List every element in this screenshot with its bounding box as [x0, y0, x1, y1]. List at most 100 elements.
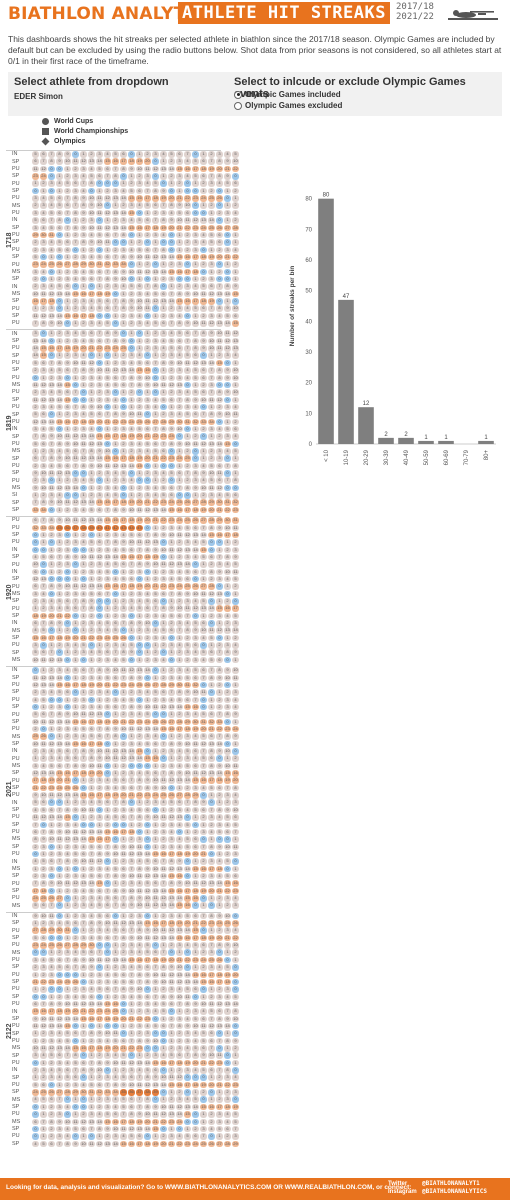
shot-cell[interactable]: 15	[152, 1125, 159, 1133]
shot-cell[interactable]: 13	[40, 681, 47, 689]
shot-cell[interactable]: 5	[56, 689, 63, 696]
shot-cell[interactable]: 3	[104, 575, 111, 583]
shot-cell[interactable]: 1	[120, 389, 127, 396]
shot-cell[interactable]: 14	[48, 418, 55, 426]
shot-cell[interactable]: 14	[176, 895, 183, 902]
shot-cell[interactable]: 0	[144, 1133, 151, 1140]
shot-cell[interactable]: 12	[104, 956, 111, 964]
shot-cell[interactable]: 2	[40, 1074, 47, 1081]
shot-cell[interactable]: 1	[32, 448, 39, 455]
shot-cell[interactable]: 7	[104, 733, 111, 740]
shot-cell[interactable]: 7	[48, 902, 55, 909]
shot-cell[interactable]: 5	[192, 305, 199, 312]
shot-cell[interactable]: 11	[216, 345, 223, 352]
shot-cell[interactable]: 12	[232, 330, 239, 337]
shot-cell[interactable]: 2	[160, 411, 167, 418]
shot-cell[interactable]: 6	[192, 748, 199, 755]
shot-cell[interactable]: 4	[152, 484, 159, 492]
shot-cell[interactable]: 4	[176, 411, 183, 418]
shot-cell[interactable]: 20	[80, 345, 87, 352]
shot-cell[interactable]: 6	[184, 209, 191, 217]
shot-cell[interactable]: 7	[224, 477, 231, 484]
shot-cell[interactable]: 14	[160, 268, 167, 276]
shot-cell[interactable]: 0	[152, 667, 159, 674]
shot-cell[interactable]: 12	[144, 872, 151, 880]
shot-cell[interactable]: 1	[136, 470, 143, 477]
shot-cell[interactable]: 2	[48, 1111, 55, 1118]
shot-cell[interactable]: 1	[80, 1133, 87, 1140]
shot-cell[interactable]: 6	[144, 359, 151, 367]
shot-cell[interactable]: 13	[176, 971, 183, 978]
shot-cell[interactable]: 24	[144, 718, 151, 726]
shot-cell[interactable]: 3	[48, 448, 55, 455]
shot-cell[interactable]: 1	[56, 590, 63, 598]
shot-cell[interactable]: 2	[128, 836, 135, 843]
shot-cell[interactable]: 8	[48, 1118, 55, 1125]
shot-cell[interactable]: 5	[168, 612, 175, 620]
shot-cell[interactable]: 2	[168, 305, 175, 312]
shot-cell[interactable]: 10	[128, 887, 135, 895]
shot-cell[interactable]: 3	[216, 448, 223, 455]
shot-cell[interactable]: 2	[72, 902, 79, 909]
shot-cell[interactable]: 3	[80, 298, 87, 305]
shot-cell[interactable]: 3	[72, 352, 79, 359]
shot-cell[interactable]: 1	[96, 283, 103, 290]
shot-cell[interactable]: 26	[40, 733, 47, 740]
shot-cell[interactable]: 3	[128, 440, 135, 448]
shot-cell[interactable]: 2	[224, 850, 231, 858]
shot-cell[interactable]: 0	[128, 612, 135, 620]
shot-cell[interactable]: 2	[72, 231, 79, 239]
shot-cell[interactable]: 9	[56, 620, 63, 627]
shot-cell[interactable]: 8	[120, 934, 127, 942]
shot-cell[interactable]: 0	[160, 239, 167, 246]
shot-cell[interactable]: 3	[40, 598, 47, 605]
shot-cell[interactable]: 20	[216, 165, 223, 173]
shot-cell[interactable]: 4	[72, 993, 79, 1001]
shot-cell[interactable]: 0	[160, 1067, 167, 1074]
shot-cell[interactable]: 15	[208, 531, 215, 539]
shot-cell[interactable]: 16	[168, 725, 175, 733]
shot-cell[interactable]: 3	[144, 492, 151, 499]
shot-cell[interactable]: 2	[168, 1096, 175, 1103]
shot-cell[interactable]: 0	[128, 231, 135, 239]
shot-cell[interactable]: 1	[176, 477, 183, 484]
shot-cell[interactable]: 28	[224, 1140, 231, 1148]
shot-cell[interactable]: 7	[200, 411, 207, 418]
shot-cell[interactable]: 4	[200, 239, 207, 246]
shot-cell[interactable]: 4	[144, 290, 151, 298]
shot-cell[interactable]: 1	[40, 1133, 47, 1140]
shot-cell[interactable]: 3	[40, 964, 47, 971]
shot-cell[interactable]: 3	[232, 689, 239, 696]
shot-cell[interactable]: 22	[224, 506, 231, 514]
shot-cell[interactable]: 14	[224, 320, 231, 327]
shot-cell[interactable]: 3	[120, 477, 127, 484]
shot-cell[interactable]: 5	[48, 956, 55, 964]
shot-cell[interactable]: 4	[200, 231, 207, 239]
shot-cell[interactable]: 17	[112, 499, 119, 506]
shot-cell[interactable]: 4	[80, 477, 87, 484]
shot-cell[interactable]: 4	[80, 1081, 87, 1089]
shot-cell[interactable]: 0	[224, 470, 231, 477]
shot-cell[interactable]: 5	[32, 217, 39, 224]
shot-cell[interactable]: 3	[184, 711, 191, 718]
shot-cell[interactable]: 4	[152, 1000, 159, 1008]
shot-cell[interactable]: 9	[112, 275, 119, 283]
shot-cell[interactable]: 16	[200, 777, 207, 784]
shot-cell[interactable]: 2	[72, 934, 79, 942]
shot-cell[interactable]: 0	[224, 836, 231, 843]
shot-cell[interactable]: 11	[112, 755, 119, 762]
shot-cell[interactable]: 0	[32, 1111, 39, 1118]
shot-cell[interactable]: 7	[120, 674, 127, 681]
shot-cell[interactable]: 2	[184, 239, 191, 246]
shot-cell[interactable]: 20	[144, 158, 151, 165]
shot-cell[interactable]: 0	[136, 696, 143, 704]
shot-cell[interactable]: 1	[32, 1037, 39, 1045]
shot-cell[interactable]: 1	[32, 1074, 39, 1081]
shot-cell[interactable]: 4	[160, 799, 167, 806]
shot-cell[interactable]: 23	[120, 418, 127, 426]
shot-cell[interactable]: 9	[64, 359, 71, 367]
shot-cell[interactable]: 5	[48, 195, 55, 202]
shot-cell[interactable]: 2	[168, 1045, 175, 1052]
shot-cell[interactable]: 13	[56, 740, 63, 748]
shot-cell[interactable]: 0	[40, 725, 47, 733]
